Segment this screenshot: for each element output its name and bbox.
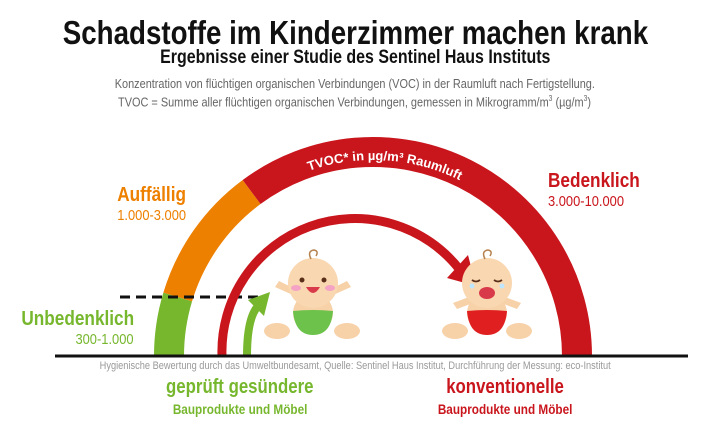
crying-baby-icon [442, 249, 532, 339]
page-title: Schadstoffe im Kinderzimmer machen krank [62, 14, 648, 51]
red-arrow [217, 214, 464, 357]
group-healthier-products: geprüft gesündere Bauprodukte und Möbel [166, 376, 314, 417]
green-arrow [243, 303, 262, 357]
description-line-2: TVOC = Summe aller flüchtigen organische… [118, 94, 592, 110]
page-subtitle: Ergebnisse einer Studie des Sentinel Hau… [159, 47, 551, 68]
happy-baby-icon [264, 249, 360, 339]
level-bedenklich: Bedenklich 3.000-10.000 [548, 170, 640, 210]
arc-segment-unbedenklich [153, 292, 193, 357]
description-line-1: Konzentration von flüchtigen organischen… [114, 76, 596, 91]
level-unbedenklich: Unbedenklich 300-1.000 [21, 308, 134, 348]
group-conventional-products: konventionelle Bauprodukte und Möbel [437, 376, 573, 417]
source-footer: Hygienische Bewertung durch das Umweltbu… [99, 360, 611, 372]
arc-segment-bedenklich [242, 136, 592, 357]
level-auffaellig: Auffällig 1.000-3.000 [117, 184, 186, 224]
arc-segment-auffaellig [163, 179, 261, 302]
green-arrow-head [248, 292, 270, 316]
